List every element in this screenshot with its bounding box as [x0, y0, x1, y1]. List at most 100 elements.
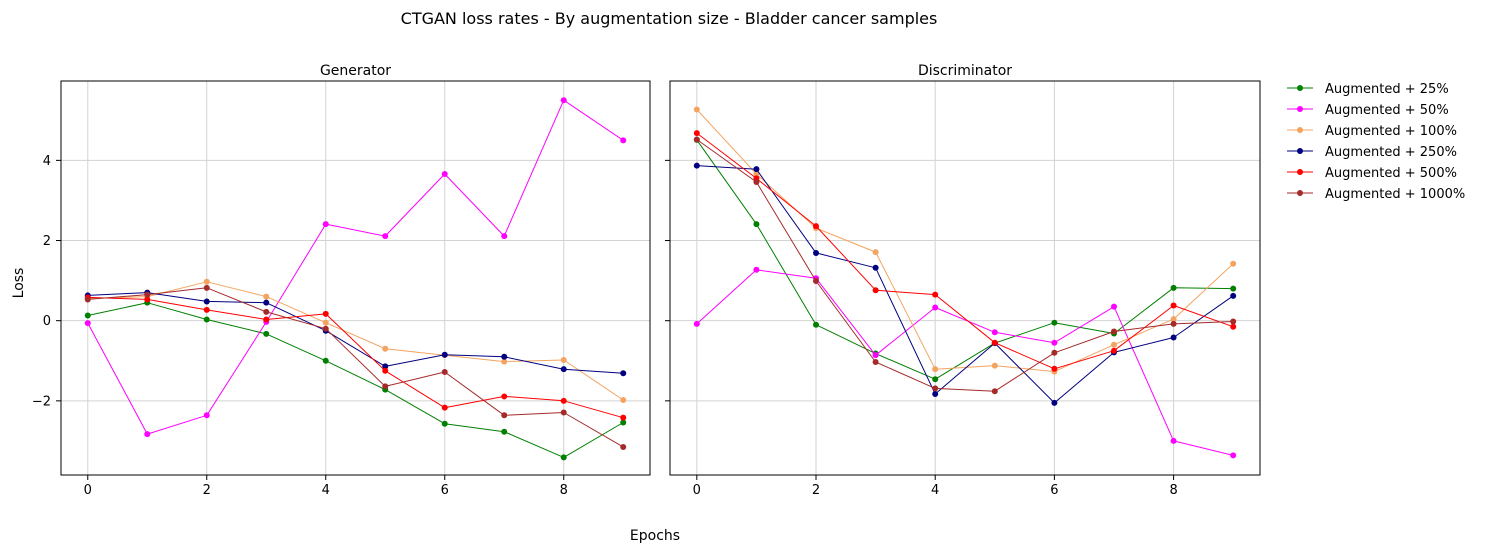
generator-x-tick-label: 2 — [203, 483, 211, 498]
discriminator-data-point — [1170, 316, 1177, 323]
generator-data-point — [501, 412, 508, 419]
discriminator-series-line — [696, 139, 1234, 392]
legend-marker — [1297, 190, 1303, 196]
discriminator-data-point — [1051, 399, 1058, 406]
legend-label: Augmented + 250% — [1325, 145, 1457, 160]
y-axis-label: Loss — [11, 268, 27, 299]
legend-marker — [1297, 148, 1303, 154]
discriminator-data-point — [1230, 452, 1237, 459]
generator-data-point — [382, 383, 389, 390]
discriminator-data-point — [753, 221, 760, 228]
discriminator-data-point — [932, 376, 939, 383]
generator-data-point — [560, 397, 567, 404]
legend-marker — [1297, 169, 1303, 175]
generator-data-point — [501, 428, 508, 435]
discriminator-data-point — [1170, 284, 1177, 291]
generator-data-point — [382, 367, 389, 374]
generator-axes-frame — [60, 80, 651, 476]
generator-data-point — [84, 312, 91, 319]
discriminator-data-point — [1230, 318, 1237, 325]
discriminator-data-point — [753, 170, 760, 177]
discriminator-series-line — [696, 139, 1234, 380]
generator-y-tick-label: 2 — [43, 234, 51, 249]
generator-x-tick-label: 8 — [560, 483, 568, 498]
generator-data-point — [322, 221, 329, 228]
generator-data-point — [620, 419, 627, 426]
discriminator-data-point — [872, 287, 879, 294]
discriminator-data-point — [753, 179, 760, 186]
generator-series-line — [87, 281, 624, 401]
generator-data-point — [84, 320, 91, 327]
generator-data-point — [263, 308, 270, 315]
generator-data-point — [144, 431, 151, 438]
generator-data-point — [144, 291, 151, 298]
discriminator-data-point — [1170, 334, 1177, 341]
discriminator-data-point — [991, 329, 998, 336]
discriminator-data-point — [872, 352, 879, 359]
discriminator-x-tick-label: 4 — [931, 483, 939, 498]
discriminator-data-point — [1051, 349, 1058, 356]
discriminator-series-line — [696, 165, 1234, 404]
generator-data-point — [441, 351, 448, 358]
legend-label: Augmented + 25% — [1325, 82, 1449, 97]
discriminator-axes-frame — [669, 80, 1261, 476]
generator-series-line — [87, 287, 624, 448]
discriminator-series-line — [696, 109, 1234, 373]
legend-label: Augmented + 1000% — [1325, 187, 1465, 202]
generator-data-point — [620, 443, 627, 450]
generator-x-tick-label: 4 — [322, 483, 330, 498]
generator-data-point — [501, 353, 508, 360]
generator-data-point — [441, 368, 448, 375]
discriminator-data-point — [693, 106, 700, 113]
generator-data-point — [203, 284, 210, 291]
discriminator-data-point — [1230, 292, 1237, 299]
generator-series-line — [87, 99, 624, 435]
legend: Augmented + 25% Augmented + 50% Augmented … — [1287, 82, 1465, 202]
generator-series-line — [87, 302, 624, 458]
generator-data-point — [263, 293, 270, 300]
generator-x-tick-label: 0 — [84, 483, 92, 498]
generator-x-tick-label: 6 — [441, 483, 449, 498]
discriminator-data-point — [753, 266, 760, 273]
discriminator-data-point — [1110, 328, 1117, 335]
discriminator-data-point — [1230, 260, 1237, 267]
discriminator-data-point — [1170, 302, 1177, 309]
discriminator-x-tick-label: 0 — [693, 483, 701, 498]
generator-data-point — [322, 357, 329, 364]
generator-data-point — [203, 316, 210, 323]
discriminator-series-line — [696, 132, 1234, 370]
generator-y-tick-label: 0 — [43, 314, 51, 329]
generator-series-line — [87, 292, 624, 374]
generator-data-point — [322, 319, 329, 326]
generator-y-tick-label: 4 — [43, 154, 51, 169]
discriminator-data-point — [813, 321, 820, 328]
discriminator-title: Discriminator — [918, 63, 1012, 79]
figure-title: CTGAN loss rates - By augmentation size … — [401, 9, 938, 28]
generator-data-point — [263, 299, 270, 306]
generator-data-point — [382, 345, 389, 352]
legend-marker — [1297, 127, 1303, 133]
discriminator-data-point — [932, 291, 939, 298]
generator-data-point — [203, 278, 210, 285]
generator-title: Generator — [320, 63, 391, 79]
discriminator-data-point — [693, 162, 700, 169]
legend-label: Augmented + 50% — [1325, 103, 1449, 118]
discriminator-data-point — [932, 366, 939, 373]
generator-data-point — [322, 325, 329, 332]
generator-data-point — [560, 409, 567, 416]
legend-marker — [1297, 85, 1303, 91]
generator-data-point — [382, 233, 389, 240]
generator-data-point — [501, 233, 508, 240]
discriminator-data-point — [1051, 365, 1058, 372]
generator-data-point — [560, 97, 567, 104]
discriminator-data-point — [1110, 303, 1117, 310]
generator-data-point — [263, 330, 270, 337]
discriminator-data-point — [872, 249, 879, 256]
generator-data-point — [560, 356, 567, 363]
discriminator-data-point — [991, 388, 998, 395]
discriminator-data-point — [753, 166, 760, 173]
discriminator-x-tick-label: 8 — [1169, 483, 1177, 498]
discriminator-data-point — [813, 223, 820, 230]
discriminator-panel: Discriminator 0 2 4 6 8 — [665, 63, 1261, 498]
